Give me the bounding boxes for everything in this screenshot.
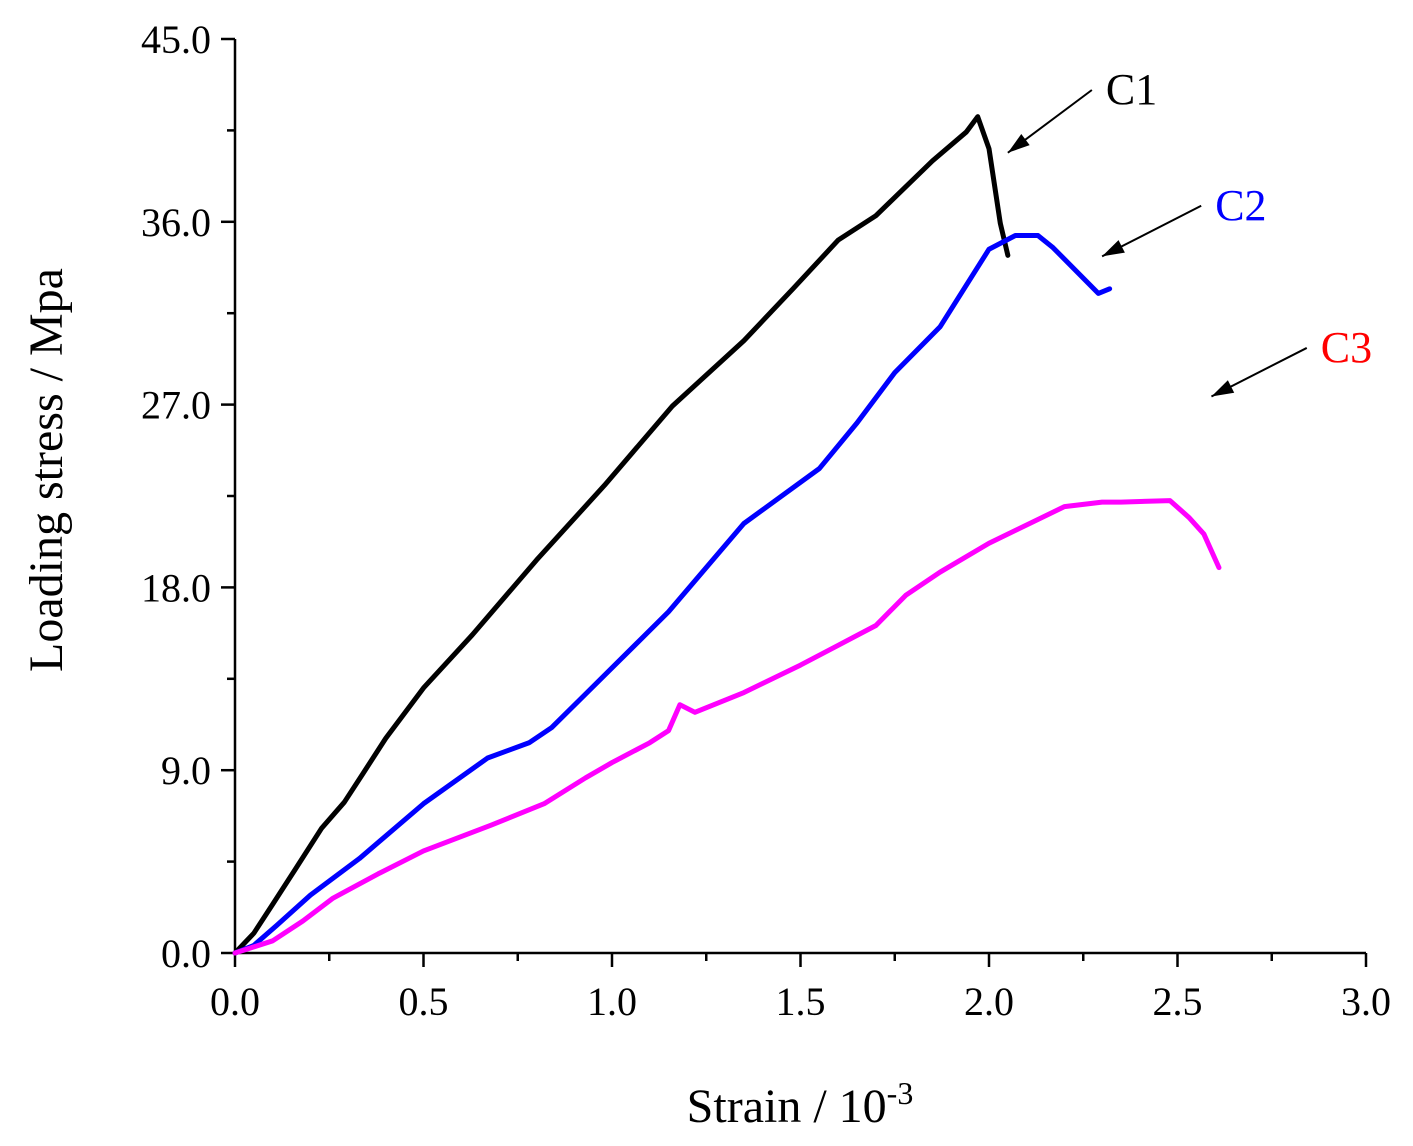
- series-label-c2: C2: [1215, 181, 1266, 230]
- series-line-c3: [232, 498, 1222, 956]
- x-tick-label: 3.0: [1341, 979, 1391, 1024]
- callout-arrowhead: [1007, 133, 1030, 153]
- y-tick-label: 9.0: [161, 748, 211, 793]
- series-line-c2: [232, 233, 1113, 956]
- x-tick-label: 1.0: [587, 979, 637, 1024]
- callout-arrowhead: [1211, 380, 1235, 397]
- y-axis-title: Loading stress / Mpa: [20, 268, 73, 672]
- series-lines: [232, 114, 1222, 956]
- y-tick-label: 36.0: [141, 200, 211, 245]
- y-tick-label: 27.0: [141, 383, 211, 428]
- series-label-c1: C1: [1106, 65, 1157, 114]
- y-ticks: 0.0 9.0 18.0 27.0 36.0 45.0: [141, 17, 235, 976]
- y-tick-label: 45.0: [141, 17, 211, 62]
- x-axis-title: Strain / 10-3: [687, 1075, 914, 1133]
- callout-arrowhead: [1102, 240, 1125, 257]
- x-tick-label: 0.5: [399, 979, 449, 1024]
- y-tick-label: 0.0: [161, 931, 211, 976]
- series-callouts: C1 C2 C3: [1007, 65, 1372, 398]
- series-label-c3: C3: [1321, 323, 1372, 372]
- x-tick-label: 2.5: [1153, 979, 1203, 1024]
- x-axis-title-exponent: -3: [887, 1075, 914, 1111]
- y-tick-label: 18.0: [141, 565, 211, 610]
- plot-area: [233, 39, 1366, 955]
- series-line-c1: [232, 114, 1011, 956]
- x-tick-label: 0.0: [210, 979, 260, 1024]
- x-ticks: 0.0 0.5 1.0 1.5 2.0 2.5 3.0: [210, 953, 1391, 1024]
- x-tick-label: 2.0: [964, 979, 1014, 1024]
- x-tick-label: 1.5: [776, 979, 826, 1024]
